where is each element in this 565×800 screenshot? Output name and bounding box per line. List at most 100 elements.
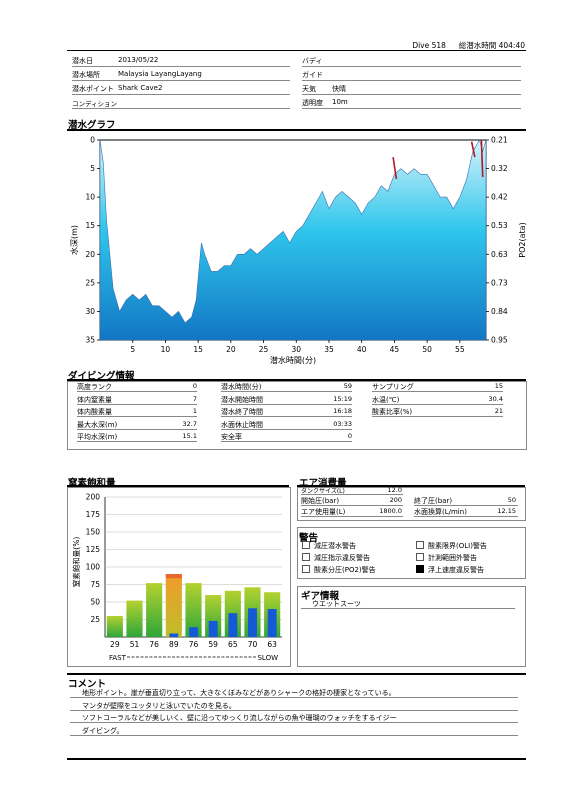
y-tick-label: 25 bbox=[85, 278, 95, 287]
diving-info-underline bbox=[77, 403, 197, 405]
warning-checkbox bbox=[416, 541, 424, 549]
graph-title: 潜水グラフ bbox=[68, 120, 116, 131]
diving-info-value: 59 bbox=[343, 382, 352, 390]
n2-bar-peak bbox=[165, 574, 182, 579]
comment-underline bbox=[70, 734, 518, 736]
comment-underline bbox=[70, 697, 518, 698]
air-rule bbox=[297, 485, 525, 487]
place-underline bbox=[72, 80, 290, 81]
warning-item: 酸素分圧(PO2)警告 bbox=[302, 565, 376, 575]
n2-category-label: 63 bbox=[267, 640, 277, 649]
diving-info-label: 潜水終了時間 bbox=[221, 408, 263, 416]
diving-info-label: 水温(℃) bbox=[372, 395, 400, 404]
diving-info-underline bbox=[77, 441, 197, 442]
n2-bar bbox=[165, 574, 182, 637]
diving-info-label: 最大水深(m) bbox=[77, 420, 118, 429]
warning-checkbox bbox=[302, 565, 310, 573]
warning-item: 減圧潜水警告 bbox=[302, 541, 356, 551]
condition-label: コンディション bbox=[72, 100, 118, 108]
end-pressure-value: 50 bbox=[507, 496, 516, 504]
n2-category-label: 29 bbox=[110, 640, 120, 649]
diving-info-label: 潜水時間(分) bbox=[221, 383, 262, 391]
footer-rule bbox=[67, 758, 526, 760]
n2-sub-bar bbox=[169, 633, 179, 637]
y-tick-label: 30 bbox=[85, 307, 95, 316]
n2-category-label: 51 bbox=[130, 640, 140, 649]
warning-label: 酸素限界(OLI)警告 bbox=[428, 542, 487, 550]
diving-info-value: 30.4 bbox=[488, 394, 503, 403]
comment-line: マンタが壁際をユッタリと泳いでいたのを見る。 bbox=[82, 701, 236, 710]
x-tick-label: 15 bbox=[193, 345, 203, 354]
diving-info-label: 体内窒素量 bbox=[77, 395, 112, 404]
n2-category-label: 76 bbox=[189, 640, 199, 649]
nitrogen-box bbox=[67, 487, 291, 667]
warning-checkbox bbox=[416, 553, 424, 561]
diving-info-value: 32.7 bbox=[182, 419, 197, 428]
warnings-title: 警告 bbox=[299, 533, 319, 544]
diving-info-value: 15:19 bbox=[333, 394, 352, 403]
diving-info-underline bbox=[221, 428, 352, 430]
diving-info-value: 7 bbox=[192, 394, 197, 403]
diving-info-underline bbox=[372, 416, 503, 417]
x-tick-label: 30 bbox=[291, 345, 301, 354]
y-axis-label: 水深(m) bbox=[69, 225, 79, 255]
n2-y-tick-label: 25 bbox=[90, 615, 100, 624]
n2-category-label: 59 bbox=[208, 640, 218, 649]
x-tick-label: 20 bbox=[226, 345, 236, 354]
point-value: Shark Cave2 bbox=[118, 84, 163, 92]
warning-label: 酸素分圧(PO2)警告 bbox=[314, 566, 376, 574]
surface-rate-underline bbox=[414, 516, 518, 517]
date-label: 潜水日 bbox=[72, 57, 93, 65]
diving-info-value: 1 bbox=[192, 407, 197, 415]
warning-checkbox bbox=[416, 565, 424, 573]
nitrogen-chart: 25 50 75 100 125 150 175 200 29 51 76 89 76 59 65 70 63… bbox=[71, 493, 282, 662]
y-tick-label: 15 bbox=[85, 221, 95, 230]
n2-sub-bar bbox=[228, 613, 238, 637]
y2-tick-label: 0.63 bbox=[491, 250, 508, 259]
x-tick-label: 35 bbox=[324, 345, 334, 354]
diving-info-box bbox=[67, 381, 527, 450]
point-label: 潜水ポイント bbox=[72, 85, 114, 93]
end-pressure-label: 終了圧(bar) bbox=[414, 497, 453, 505]
n2-category-label: 76 bbox=[149, 640, 159, 649]
x-tick-label: 45 bbox=[390, 345, 400, 354]
diving-info-value: 16:18 bbox=[333, 407, 352, 415]
n2-sub-bar bbox=[189, 627, 198, 637]
weather-underline bbox=[302, 94, 521, 95]
dive-profile-chart: 5 10 15 20 25 30 35 40 45 50 55 0 5 10 15 20 25 30 35 0.2… bbox=[69, 136, 527, 366]
y2-tick-label: 0.42 bbox=[491, 193, 508, 202]
diving-info-value: 15 bbox=[494, 382, 503, 390]
n2-category-label: 70 bbox=[248, 640, 258, 649]
surface-rate-label: 水面換算(L/min) bbox=[414, 508, 467, 516]
condition-underline bbox=[72, 108, 290, 109]
warnings-box bbox=[297, 527, 526, 579]
warning-item: 浮上速度違反警告 bbox=[416, 565, 484, 575]
y2-tick-label: 0.73 bbox=[491, 278, 508, 287]
n2-bar bbox=[146, 583, 163, 637]
x-tick-label: 25 bbox=[259, 345, 269, 354]
warning-label: 減圧指示違反警告 bbox=[314, 554, 370, 562]
diving-info-underline bbox=[372, 391, 503, 392]
comment-underline bbox=[70, 722, 518, 723]
diving-info-label: 安全率 bbox=[221, 433, 242, 441]
x-tick-label: 10 bbox=[161, 345, 171, 354]
page-header: Dive 518 総潜水時間 404:40 bbox=[412, 40, 525, 51]
diving-info-label: 平均水深(m) bbox=[77, 433, 118, 441]
y-tick-label: 5 bbox=[90, 164, 95, 173]
nitrogen-rule bbox=[67, 485, 289, 487]
n2-y-axis-label: 窒素飽和量(%) bbox=[71, 537, 81, 588]
y2-tick-label: 0.84 bbox=[491, 307, 508, 316]
fast-label: FAST bbox=[109, 654, 127, 662]
total-dive-time: 総潜水時間 404:40 bbox=[458, 41, 525, 50]
diving-info-value: 03:33 bbox=[333, 419, 352, 428]
warning-item: 酸素限界(OLI)警告 bbox=[416, 541, 487, 551]
diving-info-value: 0 bbox=[347, 432, 352, 440]
diving-info-rule bbox=[67, 379, 526, 381]
y2-axis-label: PO2(ata) bbox=[518, 222, 527, 257]
n2-y-tick-label: 200 bbox=[86, 493, 101, 502]
warning-item: 計測範囲外警告 bbox=[416, 553, 477, 563]
visibility-underline bbox=[302, 108, 521, 109]
y-tick-label: 0 bbox=[90, 136, 95, 145]
diving-info-underline bbox=[77, 416, 197, 417]
diving-info-value: 21 bbox=[494, 407, 503, 415]
